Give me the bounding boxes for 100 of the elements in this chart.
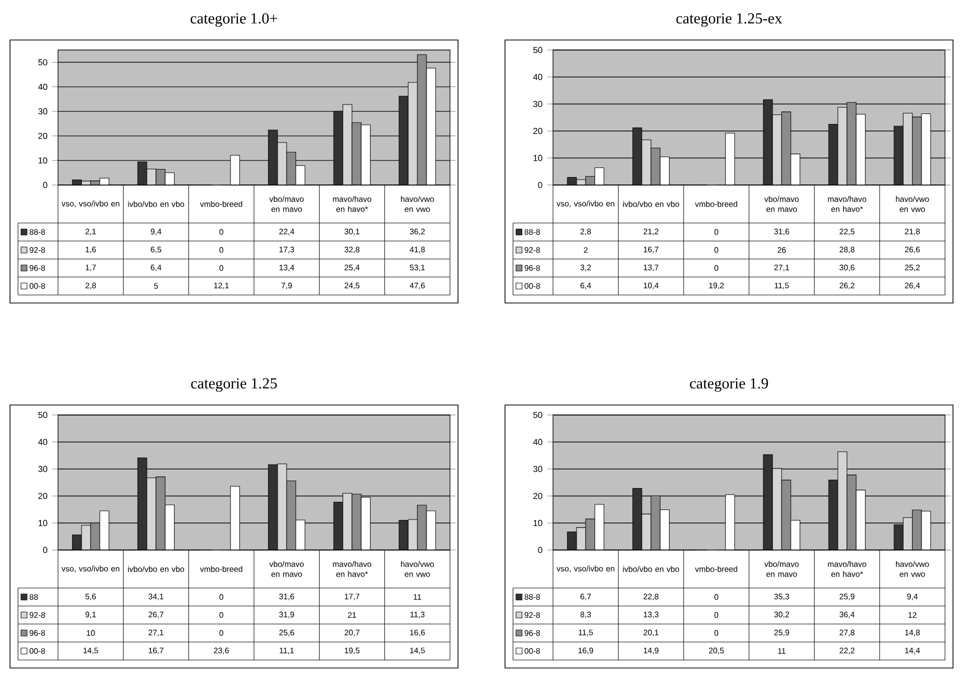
data-label: 12 xyxy=(908,612,916,618)
data-label: 2,8 xyxy=(580,228,591,236)
data-label: 14,5 xyxy=(83,648,98,654)
y-tick-label: 40 xyxy=(38,84,48,90)
data-label: 25,9 xyxy=(840,594,854,600)
legend-label: 88-8 xyxy=(524,229,540,235)
legend-label: 88-8 xyxy=(524,594,540,600)
data-label: 11,5 xyxy=(578,630,593,636)
data-label: 25,2 xyxy=(904,264,920,272)
data-label: 25,4 xyxy=(344,264,360,272)
legend-label: 96-8 xyxy=(30,630,45,636)
data-label: 10 xyxy=(86,630,95,636)
data-label: 1,6 xyxy=(86,246,96,254)
data-label: 26,6 xyxy=(904,246,920,254)
y-tick-label: 10 xyxy=(38,157,48,164)
data-label: 24,5 xyxy=(344,282,360,290)
x-tick-label: mavo/havo en havo* xyxy=(332,561,372,577)
data-label: 13,7 xyxy=(644,264,658,272)
data-label: 30,6 xyxy=(840,264,854,272)
data-label: 16,9 xyxy=(578,648,594,654)
legend-label: 92-8 xyxy=(524,247,540,253)
x-tick-label: ivbo/vbo en vbo xyxy=(128,566,184,572)
data-label: 31,6 xyxy=(279,594,294,600)
data-label: 22,2 xyxy=(840,648,854,654)
data-label: 22,8 xyxy=(644,594,658,600)
y-tick-label: 30 xyxy=(533,100,542,108)
legend-label: 00-8 xyxy=(30,283,45,289)
y-tick-label: 0 xyxy=(538,546,542,554)
data-label: 14,5 xyxy=(410,648,425,654)
data-label: 11 xyxy=(778,648,786,654)
x-tick-label: vbo/mavo en mavo xyxy=(764,561,799,577)
y-tick-label: 0 xyxy=(43,546,48,554)
x-tick-label: havo/vwo en vwo xyxy=(896,561,929,577)
data-label: 30,1 xyxy=(344,228,360,236)
data-label: 0 xyxy=(714,630,718,636)
data-label: 0 xyxy=(714,229,718,235)
y-tick-label: 50 xyxy=(533,412,542,418)
data-label: 14,9 xyxy=(644,648,658,654)
y-tick-label: 30 xyxy=(38,108,48,114)
data-label: 26,4 xyxy=(904,282,920,290)
data-label: 10,4 xyxy=(644,282,659,290)
x-tick-label: ivbo/vbo en vbo xyxy=(623,566,680,572)
data-label: 16,7 xyxy=(148,648,164,654)
data-label: 21 xyxy=(348,612,356,618)
data-label: 0 xyxy=(219,265,224,271)
y-tick-label: 50 xyxy=(38,59,48,66)
data-label: 14,4 xyxy=(905,648,920,654)
data-label: 9,4 xyxy=(907,594,918,600)
data-label: 2,8 xyxy=(86,282,96,290)
data-label: 41,8 xyxy=(410,246,425,254)
y-tick-label: 0 xyxy=(538,182,542,188)
y-tick-label: 50 xyxy=(38,412,48,418)
x-tick-label: vso, vso/ivbo en xyxy=(556,566,614,572)
legend-label: 00-8 xyxy=(30,648,45,654)
y-tick-label: 10 xyxy=(534,154,542,162)
data-label: 17,7 xyxy=(344,594,360,600)
data-label: 27,1 xyxy=(148,630,164,636)
data-label: 27,8 xyxy=(840,630,854,636)
data-label: 26,2 xyxy=(840,282,854,290)
data-label: 5 xyxy=(154,283,158,289)
data-label: 19,2 xyxy=(709,282,724,290)
data-label: 36,4 xyxy=(840,612,855,618)
data-label: 34,1 xyxy=(148,594,164,600)
data-label: 36,2 xyxy=(410,228,425,236)
legend-label: 96-8 xyxy=(524,265,540,271)
data-label: 9,1 xyxy=(85,612,96,618)
data-label: 16,7 xyxy=(644,246,658,254)
y-tick-label: 10 xyxy=(534,520,542,526)
data-label: 11,5 xyxy=(774,282,789,290)
y-tick-label: 40 xyxy=(38,438,48,446)
data-label: 0 xyxy=(714,265,718,271)
data-label: 22,4 xyxy=(279,228,294,236)
data-label: 47,6 xyxy=(410,282,425,290)
chart-title: categorie 1.25 xyxy=(191,378,277,392)
x-tick-label: vbo/mavo en mavo xyxy=(764,196,799,212)
chart-title: categorie 1.0+ xyxy=(190,13,278,27)
x-tick-label: ivbo/vbo en vbo xyxy=(128,201,184,207)
data-label: 31,9 xyxy=(279,612,294,618)
y-tick-label: 30 xyxy=(38,466,48,472)
x-tick-label: vso, vso/ivbo en xyxy=(556,200,614,208)
data-label: 13,4 xyxy=(279,264,294,272)
data-label: 1,7 xyxy=(86,264,96,272)
y-tick-label: 50 xyxy=(533,46,542,54)
data-label: 3,2 xyxy=(580,264,591,272)
legend-label: 00-8 xyxy=(524,648,540,654)
x-tick-label: vbo/mavo en mavo xyxy=(269,561,304,577)
x-tick-label: mavo/havo en havo* xyxy=(828,196,866,212)
data-label: 22,5 xyxy=(840,228,854,236)
data-label: 20,7 xyxy=(344,630,360,636)
y-tick-label: 40 xyxy=(533,74,542,80)
data-label: 11 xyxy=(414,594,422,600)
x-tick-label: vmbo-breed xyxy=(200,201,242,207)
data-label: 23,6 xyxy=(214,648,229,654)
data-label: 11,3 xyxy=(410,612,424,618)
data-label: 19,5 xyxy=(344,648,360,654)
data-label: 12,1 xyxy=(214,282,229,290)
legend-label: 92-8 xyxy=(30,612,45,618)
data-label: 0 xyxy=(219,594,224,600)
chart-title: categorie 1.25-ex xyxy=(676,13,782,27)
data-label: 2,1 xyxy=(86,228,96,236)
